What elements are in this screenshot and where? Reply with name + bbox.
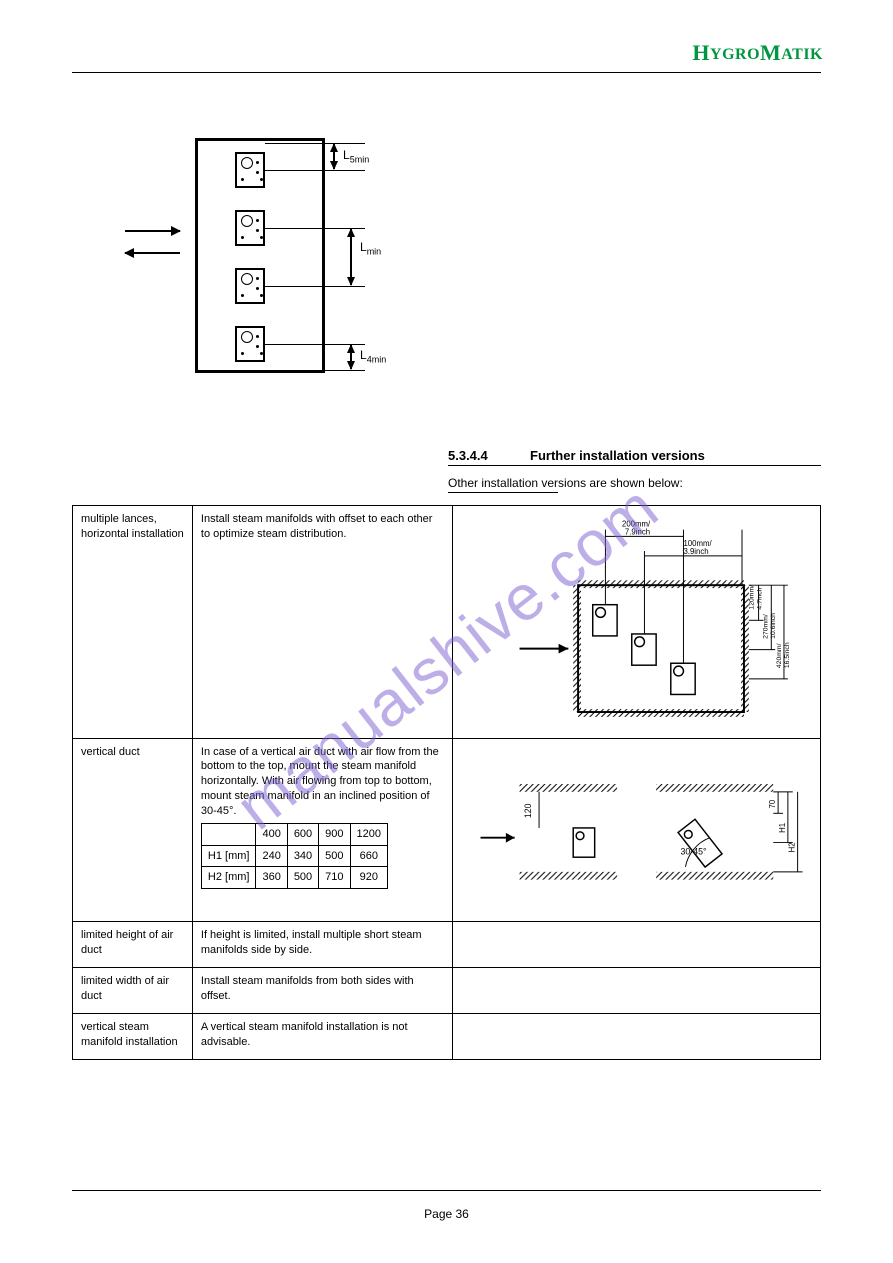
svg-text:420mm/: 420mm/ xyxy=(776,643,783,668)
subtable-head: 1200 xyxy=(350,823,387,845)
subtable-cell: H1 [mm] xyxy=(201,845,256,867)
dim-label-l5min: L5min xyxy=(343,148,369,164)
cell-text: In case of a vertical air duct with air … xyxy=(201,746,439,817)
svg-text:7.9inch: 7.9inch xyxy=(625,527,650,536)
svg-text:270mm/: 270mm/ xyxy=(762,614,769,639)
section-number: 5.3.4.4 xyxy=(448,447,488,465)
table-row: multiple lances, horizontal installation… xyxy=(73,506,821,739)
svg-text:120: 120 xyxy=(523,803,533,818)
airflow-arrow-icon xyxy=(125,230,180,232)
section-title: Further installation versions xyxy=(530,447,705,465)
page-number: Page 36 xyxy=(0,1207,893,1221)
cell-label: multiple lances, horizontal installation xyxy=(73,506,193,739)
cell-figure: 120 30-45° 70 H1 H2 xyxy=(452,738,820,922)
figure-multi-lance-schematic: L5min Lmin L4min xyxy=(195,130,395,390)
svg-text:70: 70 xyxy=(768,799,777,808)
subtable-cell: 360 xyxy=(256,867,287,889)
logo-h: H xyxy=(692,40,710,65)
cell-label: limited height of air duct xyxy=(73,922,193,968)
subtable-head: 400 xyxy=(256,823,287,845)
svg-text:H2: H2 xyxy=(787,842,796,852)
cell-figure-blank xyxy=(452,968,820,1014)
logo-m: M xyxy=(760,40,781,65)
steam-nozzle xyxy=(235,326,265,362)
subtable-cell: 500 xyxy=(287,867,318,889)
dim-label-lmin: Lmin xyxy=(360,240,381,256)
dim-line xyxy=(265,170,365,171)
subtable-cell: 920 xyxy=(350,867,387,889)
subtable-cell: 500 xyxy=(319,845,350,867)
footer-rule xyxy=(72,1190,821,1191)
logo-atik: ATIK xyxy=(781,46,823,63)
svg-text:120mm/: 120mm/ xyxy=(748,585,755,610)
cell-label: vertical duct xyxy=(73,738,193,922)
dimension-subtable: 400 600 900 1200 H1 [mm] 240 340 500 660… xyxy=(201,823,388,890)
cell-description: Install steam manifolds with offset to e… xyxy=(192,506,452,739)
subtable-head: 600 xyxy=(287,823,318,845)
steam-nozzle xyxy=(235,268,265,304)
section-underline xyxy=(448,465,821,466)
dim-arrow xyxy=(333,144,335,169)
cell-description: In case of a vertical air duct with air … xyxy=(192,738,452,922)
dim-line xyxy=(265,143,365,144)
svg-text:3.9inch: 3.9inch xyxy=(683,547,708,556)
cell-description: If height is limited, install multiple s… xyxy=(192,922,452,968)
svg-text:4.7inch: 4.7inch xyxy=(756,587,763,609)
cell-label: vertical steam manifold installation xyxy=(73,1014,193,1060)
svg-text:H1: H1 xyxy=(778,822,787,832)
subtable-cell: H2 [mm] xyxy=(201,867,256,889)
subtable-head xyxy=(201,823,256,845)
dim-arrow xyxy=(350,345,352,369)
dim-line xyxy=(265,370,365,371)
cell-description: Install steam manifolds from both sides … xyxy=(192,968,452,1014)
table-row: vertical duct In case of a vertical air … xyxy=(73,738,821,922)
steam-nozzle xyxy=(235,152,265,188)
subtable-cell: 340 xyxy=(287,845,318,867)
steam-nozzle xyxy=(235,210,265,246)
svg-text:10.6inch: 10.6inch xyxy=(770,613,777,639)
cell-description: A vertical steam manifold installation i… xyxy=(192,1014,452,1060)
subtable-cell: 710 xyxy=(319,867,350,889)
table-row: limited width of air duct Install steam … xyxy=(73,968,821,1014)
cell-figure: 200mm/7.9inch 100mm/3.9inch 120mm/ 4.7in… xyxy=(452,506,820,739)
cell-figure-blank xyxy=(452,922,820,968)
dim-arrow xyxy=(350,229,352,285)
cell-label: limited width of air duct xyxy=(73,968,193,1014)
vertical-duct-figure: 120 30-45° 70 H1 H2 xyxy=(461,745,812,911)
brand-logo: HYGROMATIK xyxy=(692,40,823,66)
section-intro-text: Other installation versions are shown be… xyxy=(448,475,683,492)
offset-lances-figure: 200mm/7.9inch 100mm/3.9inch 120mm/ 4.7in… xyxy=(461,512,812,727)
dim-label-l4min: L4min xyxy=(360,348,386,364)
dim-line xyxy=(265,286,365,287)
subtable-head: 900 xyxy=(319,823,350,845)
logo-ygro: YGRO xyxy=(710,46,760,63)
airflow-arrow-icon xyxy=(125,252,180,254)
header-rule xyxy=(72,72,821,73)
installation-versions-table: multiple lances, horizontal installation… xyxy=(72,505,821,1060)
cell-figure-blank xyxy=(452,1014,820,1060)
svg-text:30-45°: 30-45° xyxy=(680,846,706,856)
subtable-cell: 240 xyxy=(256,845,287,867)
subtable-cell: 660 xyxy=(350,845,387,867)
table-row: vertical steam manifold installation A v… xyxy=(73,1014,821,1060)
table-row: limited height of air duct If height is … xyxy=(73,922,821,968)
page: HYGROMATIK L5min Lmin L4min 5.3.4.4 Furt… xyxy=(0,0,893,1263)
svg-text:16.5inch: 16.5inch xyxy=(784,642,791,668)
text-underline xyxy=(448,492,558,493)
